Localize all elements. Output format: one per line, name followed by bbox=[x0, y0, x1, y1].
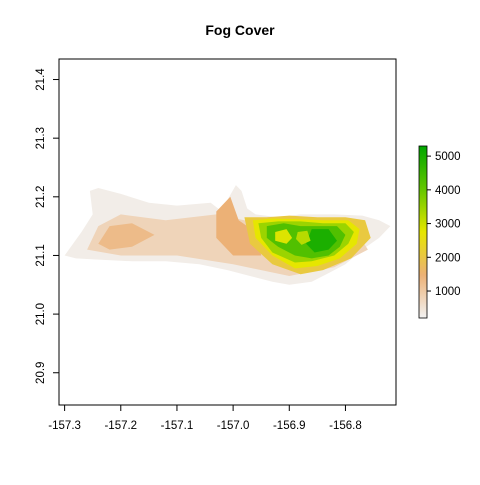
fog-region-8 bbox=[306, 229, 337, 253]
legend-tick-label-2: 3000 bbox=[435, 219, 461, 231]
legend-colorbar bbox=[418, 145, 428, 319]
fog-region-10 bbox=[296, 230, 311, 245]
x-tick-label-3: -157.0 bbox=[217, 420, 250, 432]
x-tick-label-5: -156.8 bbox=[329, 420, 362, 432]
plot-frame bbox=[58, 58, 397, 406]
legend-tick-label-1: 2000 bbox=[435, 252, 461, 264]
y-tick-label-1: 21.0 bbox=[35, 303, 47, 325]
y-tick-label-4: 21.3 bbox=[35, 127, 47, 149]
x-tick-label-2: -157.1 bbox=[161, 420, 194, 432]
fog-region-9 bbox=[275, 229, 293, 244]
legend-tick-label-3: 4000 bbox=[435, 185, 461, 197]
y-tick-label-2: 21.1 bbox=[35, 244, 47, 266]
plot-title: Fog Cover bbox=[205, 22, 275, 38]
y-tick-label-5: 21.4 bbox=[35, 68, 47, 91]
legend-tick-label-0: 1000 bbox=[435, 286, 461, 298]
fog-region-2 bbox=[98, 223, 155, 250]
x-tick-label-0: -157.3 bbox=[48, 420, 81, 432]
y-tick-label-0: 20.9 bbox=[35, 362, 47, 384]
x-tick-label-4: -156.9 bbox=[273, 420, 306, 432]
y-tick-label-3: 21.2 bbox=[35, 186, 47, 208]
x-tick-label-1: -157.2 bbox=[104, 420, 137, 432]
legend-tick-label-4: 5000 bbox=[435, 151, 461, 163]
